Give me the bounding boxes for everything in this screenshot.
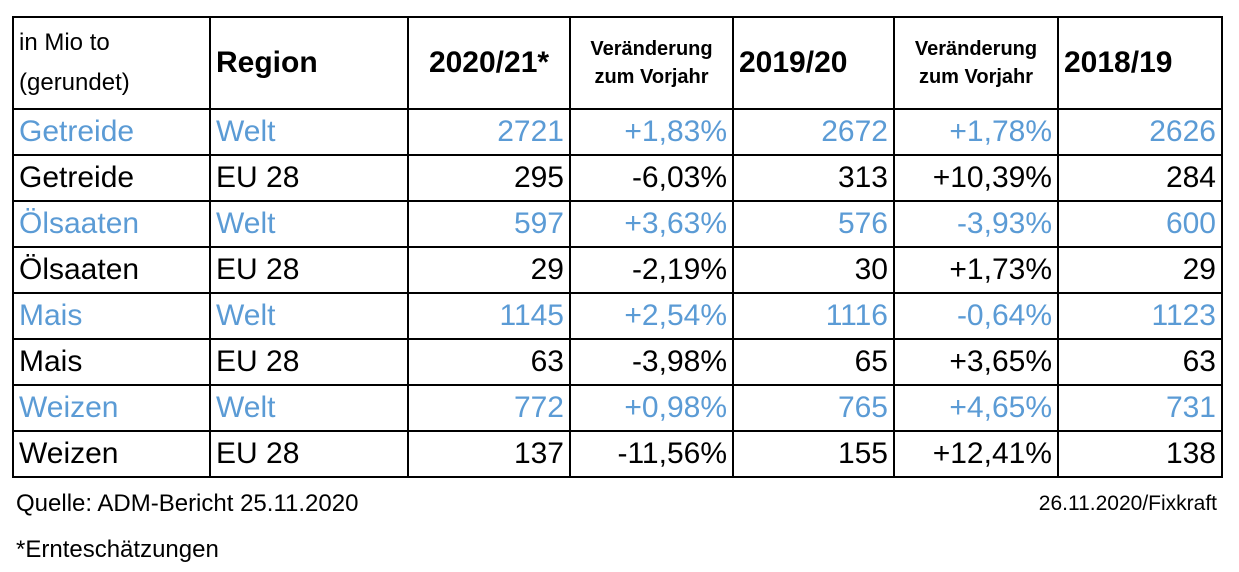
value-2019-20-cell: 2672 bbox=[732, 108, 895, 156]
date-note: 26.11.2020/Fixkraft bbox=[1038, 492, 1217, 515]
crop-cell: Weizen bbox=[12, 430, 211, 478]
value-2019-20-cell: 765 bbox=[732, 384, 895, 432]
value-2018-19-cell: 600 bbox=[1057, 200, 1223, 248]
region-cell: EU 28 bbox=[209, 246, 409, 294]
crop-cell: Weizen bbox=[12, 384, 211, 432]
change-2020-21-header-line-2: zum Vorjahr bbox=[594, 66, 709, 88]
change-2020-21-cell: -2,19% bbox=[569, 246, 734, 294]
change-2020-21-cell: -6,03% bbox=[569, 154, 734, 202]
value-2020-21-cell: 772 bbox=[407, 384, 571, 432]
table-row: Getreide EU 28 295 -6,03% 313 +10,39% 284 bbox=[12, 154, 1223, 202]
change-2019-20-header: Veränderung zum Vorjahr bbox=[893, 16, 1059, 110]
crop-cell: Ölsaaten bbox=[12, 200, 211, 248]
year-2020-21-header: 2020/21* bbox=[407, 16, 571, 110]
change-2020-21-header-line-1: Veränderung bbox=[590, 38, 713, 60]
year-2019-20-header: 2019/20 bbox=[732, 16, 895, 110]
value-2018-19-cell: 138 bbox=[1057, 430, 1223, 478]
change-2020-21-cell: +1,83% bbox=[569, 108, 734, 156]
change-2019-20-cell: +10,39% bbox=[893, 154, 1059, 202]
crop-cell: Getreide bbox=[12, 154, 211, 202]
footnote: *Ernteschätzungen bbox=[16, 536, 219, 563]
table-row: Ölsaaten Welt 597 +3,63% 576 -3,93% 600 bbox=[12, 200, 1223, 248]
header-row: in Mio to (gerundet) Region 2020/21* Ver… bbox=[12, 16, 1223, 110]
change-2019-20-cell: +3,65% bbox=[893, 338, 1059, 386]
value-2020-21-cell: 63 bbox=[407, 338, 571, 386]
value-2020-21-cell: 2721 bbox=[407, 108, 571, 156]
change-2020-21-cell: -3,98% bbox=[569, 338, 734, 386]
value-2018-19-cell: 1123 bbox=[1057, 292, 1223, 340]
value-2020-21-cell: 1145 bbox=[407, 292, 571, 340]
value-2019-20-cell: 313 bbox=[732, 154, 895, 202]
change-2019-20-cell: +1,78% bbox=[893, 108, 1059, 156]
change-2020-21-header: Veränderung zum Vorjahr bbox=[569, 16, 734, 110]
change-2019-20-cell: +4,65% bbox=[893, 384, 1059, 432]
value-2018-19-cell: 63 bbox=[1057, 338, 1223, 386]
table-row: Weizen EU 28 137 -11,56% 155 +12,41% 138 bbox=[12, 430, 1223, 478]
year-2018-19-header: 2018/19 bbox=[1057, 16, 1223, 110]
table-row: Ölsaaten EU 28 29 -2,19% 30 +1,73% 29 bbox=[12, 246, 1223, 294]
value-2018-19-cell: 29 bbox=[1057, 246, 1223, 294]
value-2020-21-cell: 597 bbox=[407, 200, 571, 248]
region-cell: Welt bbox=[209, 200, 409, 248]
change-2019-20-cell: -0,64% bbox=[893, 292, 1059, 340]
source-note: Quelle: ADM-Bericht 25.11.2020 bbox=[16, 490, 359, 517]
change-2019-20-header-line-1: Veränderung bbox=[914, 38, 1038, 60]
value-2019-20-cell: 155 bbox=[732, 430, 895, 478]
crop-table: in Mio to (gerundet) Region 2020/21* Ver… bbox=[12, 16, 1223, 478]
crop-cell: Mais bbox=[12, 338, 211, 386]
crop-cell: Getreide bbox=[12, 108, 211, 156]
unit-header-line-2: (gerundet) bbox=[19, 69, 130, 96]
value-2019-20-cell: 30 bbox=[732, 246, 895, 294]
change-2019-20-cell: +12,41% bbox=[893, 430, 1059, 478]
crop-cell: Ölsaaten bbox=[12, 246, 211, 294]
change-2020-21-cell: -11,56% bbox=[569, 430, 734, 478]
table-row: Mais EU 28 63 -3,98% 65 +3,65% 63 bbox=[12, 338, 1223, 386]
table-body: Getreide Welt 2721 +1,83% 2672 +1,78% 2626 Getr… bbox=[12, 108, 1223, 478]
value-2020-21-cell: 137 bbox=[407, 430, 571, 478]
value-2018-19-cell: 284 bbox=[1057, 154, 1223, 202]
change-2019-20-cell: -3,93% bbox=[893, 200, 1059, 248]
unit-header: in Mio to (gerundet) bbox=[12, 16, 211, 110]
change-2020-21-cell: +3,63% bbox=[569, 200, 734, 248]
value-2019-20-cell: 65 bbox=[732, 338, 895, 386]
value-2018-19-cell: 731 bbox=[1057, 384, 1223, 432]
value-2019-20-cell: 1116 bbox=[732, 292, 895, 340]
crop-cell: Mais bbox=[12, 292, 211, 340]
value-2020-21-cell: 29 bbox=[407, 246, 571, 294]
region-cell: EU 28 bbox=[209, 338, 409, 386]
change-2020-21-cell: +0,98% bbox=[569, 384, 734, 432]
value-2019-20-cell: 576 bbox=[732, 200, 895, 248]
change-2020-21-cell: +2,54% bbox=[569, 292, 734, 340]
region-cell: EU 28 bbox=[209, 154, 409, 202]
region-header: Region bbox=[209, 16, 409, 110]
unit-header-line-1: in Mio to bbox=[19, 29, 110, 56]
region-cell: Welt bbox=[209, 292, 409, 340]
table-row: Mais Welt 1145 +2,54% 1116 -0,64% 1123 bbox=[12, 292, 1223, 340]
value-2018-19-cell: 2626 bbox=[1057, 108, 1223, 156]
region-cell: EU 28 bbox=[209, 430, 409, 478]
region-cell: Welt bbox=[209, 384, 409, 432]
value-2020-21-cell: 295 bbox=[407, 154, 571, 202]
change-2019-20-cell: +1,73% bbox=[893, 246, 1059, 294]
table-row: Weizen Welt 772 +0,98% 765 +4,65% 731 bbox=[12, 384, 1223, 432]
region-cell: Welt bbox=[209, 108, 409, 156]
table-row: Getreide Welt 2721 +1,83% 2672 +1,78% 2626 bbox=[12, 108, 1223, 156]
change-2019-20-header-line-2: zum Vorjahr bbox=[918, 66, 1034, 88]
